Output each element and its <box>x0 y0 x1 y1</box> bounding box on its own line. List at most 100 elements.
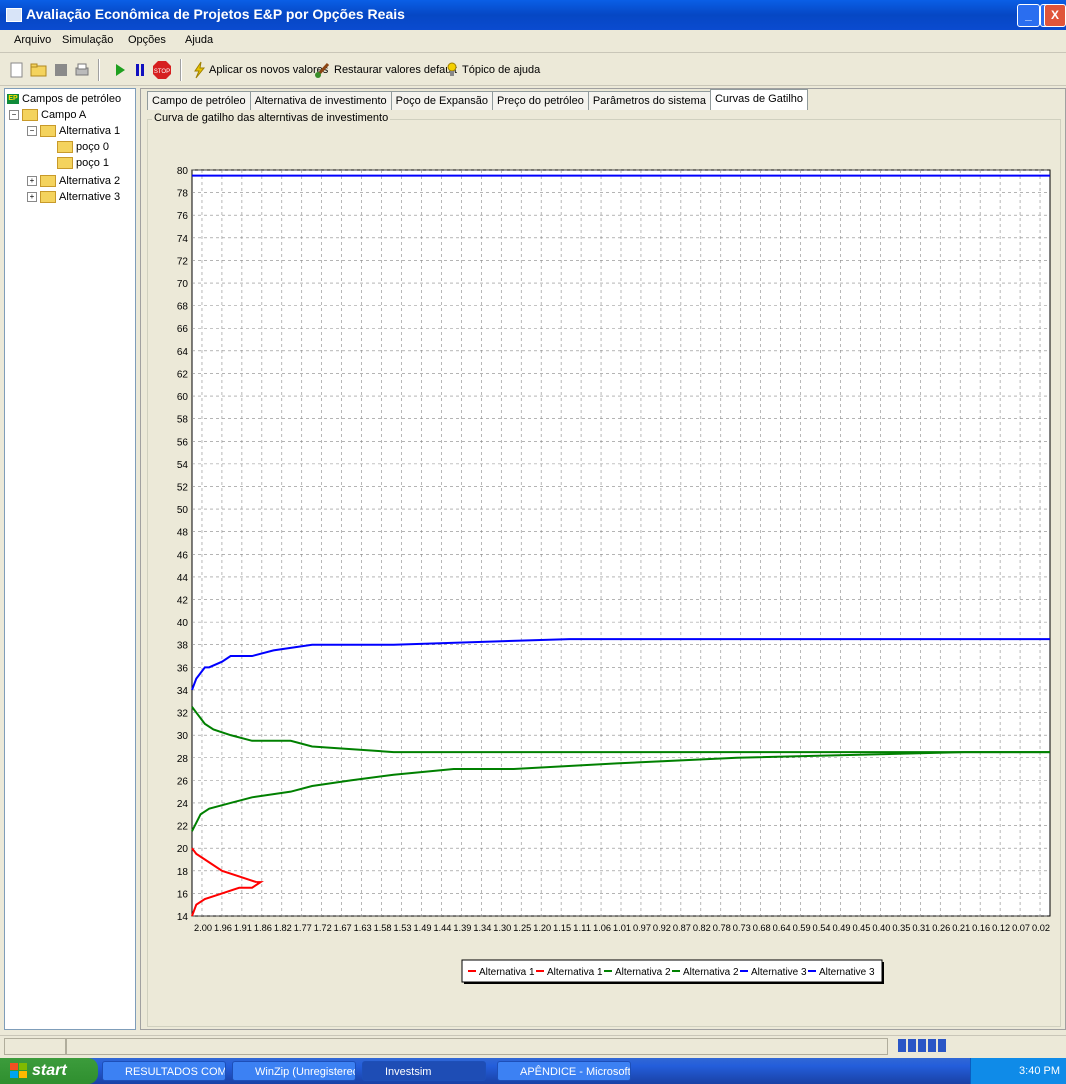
x-tick-label: 0.02 <box>1032 923 1050 934</box>
tree-item-campo-a[interactable]: − Campo A <box>9 109 87 122</box>
legend-entry: Alternative 3 <box>819 967 875 978</box>
y-tick-label: 26 <box>177 776 189 787</box>
x-tick-label: 1.86 <box>254 923 272 934</box>
tab-curvas-de-gatilho[interactable]: Curvas de Gatilho <box>709 89 808 110</box>
tab-alternativa-de-investimento[interactable]: Alternativa de investimento <box>249 91 392 110</box>
print-icon[interactable] <box>74 62 90 78</box>
stop-icon[interactable]: STOP <box>152 60 172 80</box>
task-investsim[interactable]: Investsim <box>362 1061 486 1081</box>
tree-item-poco-1[interactable]: poço 1 <box>57 157 110 170</box>
legend-entry: Alternativa 1 <box>479 967 535 978</box>
play-icon[interactable] <box>114 62 126 78</box>
tree-item-alternative-3[interactable]: + Alternative 3 <box>27 191 121 204</box>
y-tick-label: 76 <box>177 211 189 222</box>
apply-values-button[interactable]: Aplicar os novos valores <box>209 64 329 76</box>
y-tick-label: 24 <box>177 799 189 810</box>
y-tick-label: 78 <box>177 189 189 200</box>
collapse-icon[interactable]: − <box>9 110 19 121</box>
tree-item-label: Alternativa 1 <box>59 125 121 137</box>
x-tick-label: 0.12 <box>992 923 1010 934</box>
status-pane <box>66 1038 888 1055</box>
tab-parametros-do-sistema[interactable]: Parâmetros do sistema <box>587 91 711 110</box>
y-tick-label: 72 <box>177 256 189 267</box>
tree-item-alternativa-2[interactable]: + Alternativa 2 <box>27 175 121 188</box>
save-icon[interactable] <box>54 62 68 78</box>
open-folder-icon[interactable] <box>30 62 48 78</box>
x-tick-label: 1.96 <box>214 923 232 934</box>
x-tick-label: 0.16 <box>972 923 990 934</box>
folder-icon <box>22 109 38 122</box>
new-file-icon[interactable] <box>10 62 24 78</box>
x-tick-label: 0.82 <box>693 923 711 934</box>
y-tick-label: 30 <box>177 731 189 742</box>
y-tick-label: 56 <box>177 437 189 448</box>
y-tick-label: 62 <box>177 369 189 380</box>
start-button[interactable]: start <box>0 1058 98 1084</box>
y-tick-label: 48 <box>177 528 189 539</box>
x-tick-label: 1.01 <box>613 923 631 934</box>
x-tick-label: 0.97 <box>633 923 651 934</box>
task-resultados[interactable]: RESULTADOS COM In... <box>102 1061 226 1081</box>
x-tick-label: 1.44 <box>433 923 451 934</box>
menu-simulacao[interactable]: Simulação <box>62 34 114 46</box>
menu-opcoes[interactable]: Opções <box>128 34 166 46</box>
x-tick-label: 0.40 <box>872 923 890 934</box>
pause-icon[interactable] <box>134 62 146 78</box>
y-tick-label: 34 <box>177 686 189 697</box>
x-tick-label: 1.20 <box>533 923 551 934</box>
y-tick-label: 60 <box>177 392 189 403</box>
y-tick-label: 28 <box>177 754 189 765</box>
tab-campo-de-petroleo[interactable]: Campo de petróleo <box>147 91 251 110</box>
series-line-2 <box>191 847 257 884</box>
y-tick-label: 38 <box>177 641 189 652</box>
expand-icon[interactable]: + <box>27 192 37 203</box>
menu-bar: Arquivo Simulação Opções Ajuda <box>0 30 1066 53</box>
x-tick-label: 1.34 <box>473 923 491 934</box>
y-tick-label: 70 <box>177 279 189 290</box>
minimize-button[interactable]: _ <box>1017 4 1040 27</box>
menu-arquivo[interactable]: Arquivo <box>14 34 52 46</box>
x-tick-label: 0.68 <box>753 923 771 934</box>
chart-groupbox: Curva de gatilho das alterntivas de inve… <box>147 112 1061 1027</box>
folder-icon <box>40 191 56 204</box>
legend-entry: Alternativa 2 <box>683 967 739 978</box>
expand-icon[interactable]: + <box>27 176 37 187</box>
x-tick-label: 0.35 <box>892 923 910 934</box>
y-tick-label: 14 <box>177 912 189 923</box>
tab-strip: Campo de petróleo Alternativa de investim… <box>147 89 808 113</box>
folder-icon <box>40 175 56 188</box>
tree-item-label: Alternative 3 <box>59 191 121 203</box>
tree-item-label: Alternativa 2 <box>59 175 121 187</box>
x-tick-label: 1.58 <box>374 923 392 934</box>
collapse-icon[interactable]: − <box>27 126 37 137</box>
tree-item-alternativa-1[interactable]: − Alternativa 1 <box>27 125 121 138</box>
tree-item-label: Campo A <box>41 109 87 121</box>
y-tick-label: 68 <box>177 302 189 313</box>
tree-item-poco-0[interactable]: poço 0 <box>57 141 109 154</box>
menu-ajuda[interactable]: Ajuda <box>185 34 214 46</box>
open-folder-icon <box>57 141 73 154</box>
series-line-4 <box>191 706 1050 754</box>
x-tick-label: 0.26 <box>932 923 950 934</box>
restore-defaults-button[interactable]: Restaurar valores default <box>334 64 457 76</box>
y-tick-label: 44 <box>177 573 189 584</box>
tab-poco-de-expansao[interactable]: Poço de Expansão <box>390 91 493 110</box>
y-tick-label: 18 <box>177 867 189 878</box>
task-winzip[interactable]: WinZip (Unregistered... <box>232 1061 356 1081</box>
x-tick-label: 1.63 <box>354 923 372 934</box>
tree-item-label: poço 1 <box>76 157 110 169</box>
folder-icon <box>40 125 56 138</box>
x-tick-label: 0.31 <box>912 923 930 934</box>
status-bar <box>0 1035 1066 1056</box>
x-tick-label: 1.82 <box>274 923 292 934</box>
close-button[interactable]: X <box>1044 4 1066 27</box>
legend-entry: Alternativa 2 <box>615 967 671 978</box>
help-topic-button[interactable]: Tópico de ajuda <box>462 64 541 76</box>
title-bar: Avaliação Econômica de Projetos E&P por … <box>0 0 1066 30</box>
task-apendice-word[interactable]: APÊNDICE - Microsoft... <box>497 1061 631 1081</box>
x-tick-label: 0.73 <box>733 923 751 934</box>
help-bulb-icon <box>447 62 457 76</box>
tree-root[interactable]: EP Campos de petróleo <box>7 93 121 105</box>
tab-preco-do-petroleo[interactable]: Preço do petróleo <box>492 91 589 110</box>
toolbar-separator <box>180 59 182 81</box>
